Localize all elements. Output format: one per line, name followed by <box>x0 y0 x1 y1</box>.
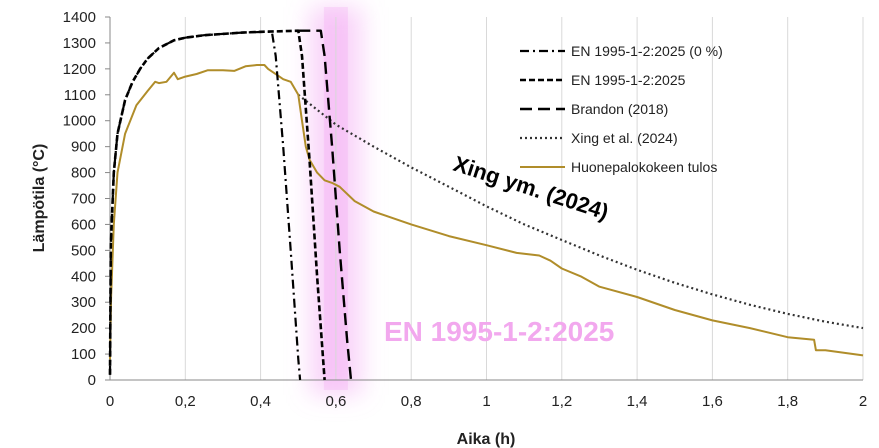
x-tick-label: 0,4 <box>250 393 271 410</box>
x-tick-label: 1 <box>482 393 490 410</box>
y-tick-label: 400 <box>71 268 96 285</box>
x-tick-label: 0,6 <box>325 393 346 410</box>
y-tick-label: 1400 <box>63 9 96 26</box>
y-tick-label: 900 <box>71 139 96 156</box>
y-tick-label: 500 <box>71 242 96 259</box>
series-line <box>108 30 302 381</box>
x-tick-label: 0 <box>106 393 114 410</box>
x-tick-label: 0,8 <box>401 393 422 410</box>
y-tick-label: 100 <box>71 346 96 363</box>
y-tick-label: 0 <box>88 372 96 389</box>
x-tick-label: 0,2 <box>175 393 196 410</box>
tick-labels: 0 0,2 0,4 0,6 0,8 1 1,2 1,4 1,6 1,8 2 0 100 200 300 400… <box>63 9 868 410</box>
y-tick-label: 700 <box>71 191 96 208</box>
x-tick-label: 2 <box>859 393 867 410</box>
series-line <box>297 93 864 330</box>
y-tick-label: 1000 <box>63 113 96 130</box>
x-axis-title: Aika (h) <box>457 431 516 448</box>
y-tick-label: 300 <box>71 294 96 311</box>
y-tick-label: 1100 <box>64 87 96 104</box>
y-tick-label: 1200 <box>63 61 96 78</box>
y-tick-label: 200 <box>71 320 96 337</box>
x-tick-label: 1,6 <box>702 393 723 410</box>
legend: EN 1995-1-2:2025 (0 %) EN 1995-1-2:2025 Br… <box>520 43 723 175</box>
legend-label: Brandon (2018) <box>571 101 668 117</box>
y-axis-title: Lämpötila (°C) <box>31 144 48 253</box>
y-tick-label: 1300 <box>63 35 96 52</box>
x-tick-label: 1,8 <box>777 393 798 410</box>
y-tick-label: 800 <box>71 165 96 182</box>
x-tick-label: 1,4 <box>627 393 648 410</box>
series-line <box>109 64 864 360</box>
legend-label: Xing et al. (2024) <box>571 130 678 146</box>
y-tick-label: 600 <box>71 216 96 233</box>
series-line <box>298 29 353 381</box>
annotation-en: EN 1995-1-2:2025 <box>384 316 614 347</box>
legend-label: Huonepalokokeen tulos <box>571 159 717 175</box>
legend-label: EN 1995-1-2:2025 (0 %) <box>571 43 723 59</box>
series-line <box>108 29 326 381</box>
legend-label: EN 1995-1-2:2025 <box>571 72 686 88</box>
series-lines <box>108 29 864 381</box>
x-tick-label: 1,2 <box>551 393 572 410</box>
